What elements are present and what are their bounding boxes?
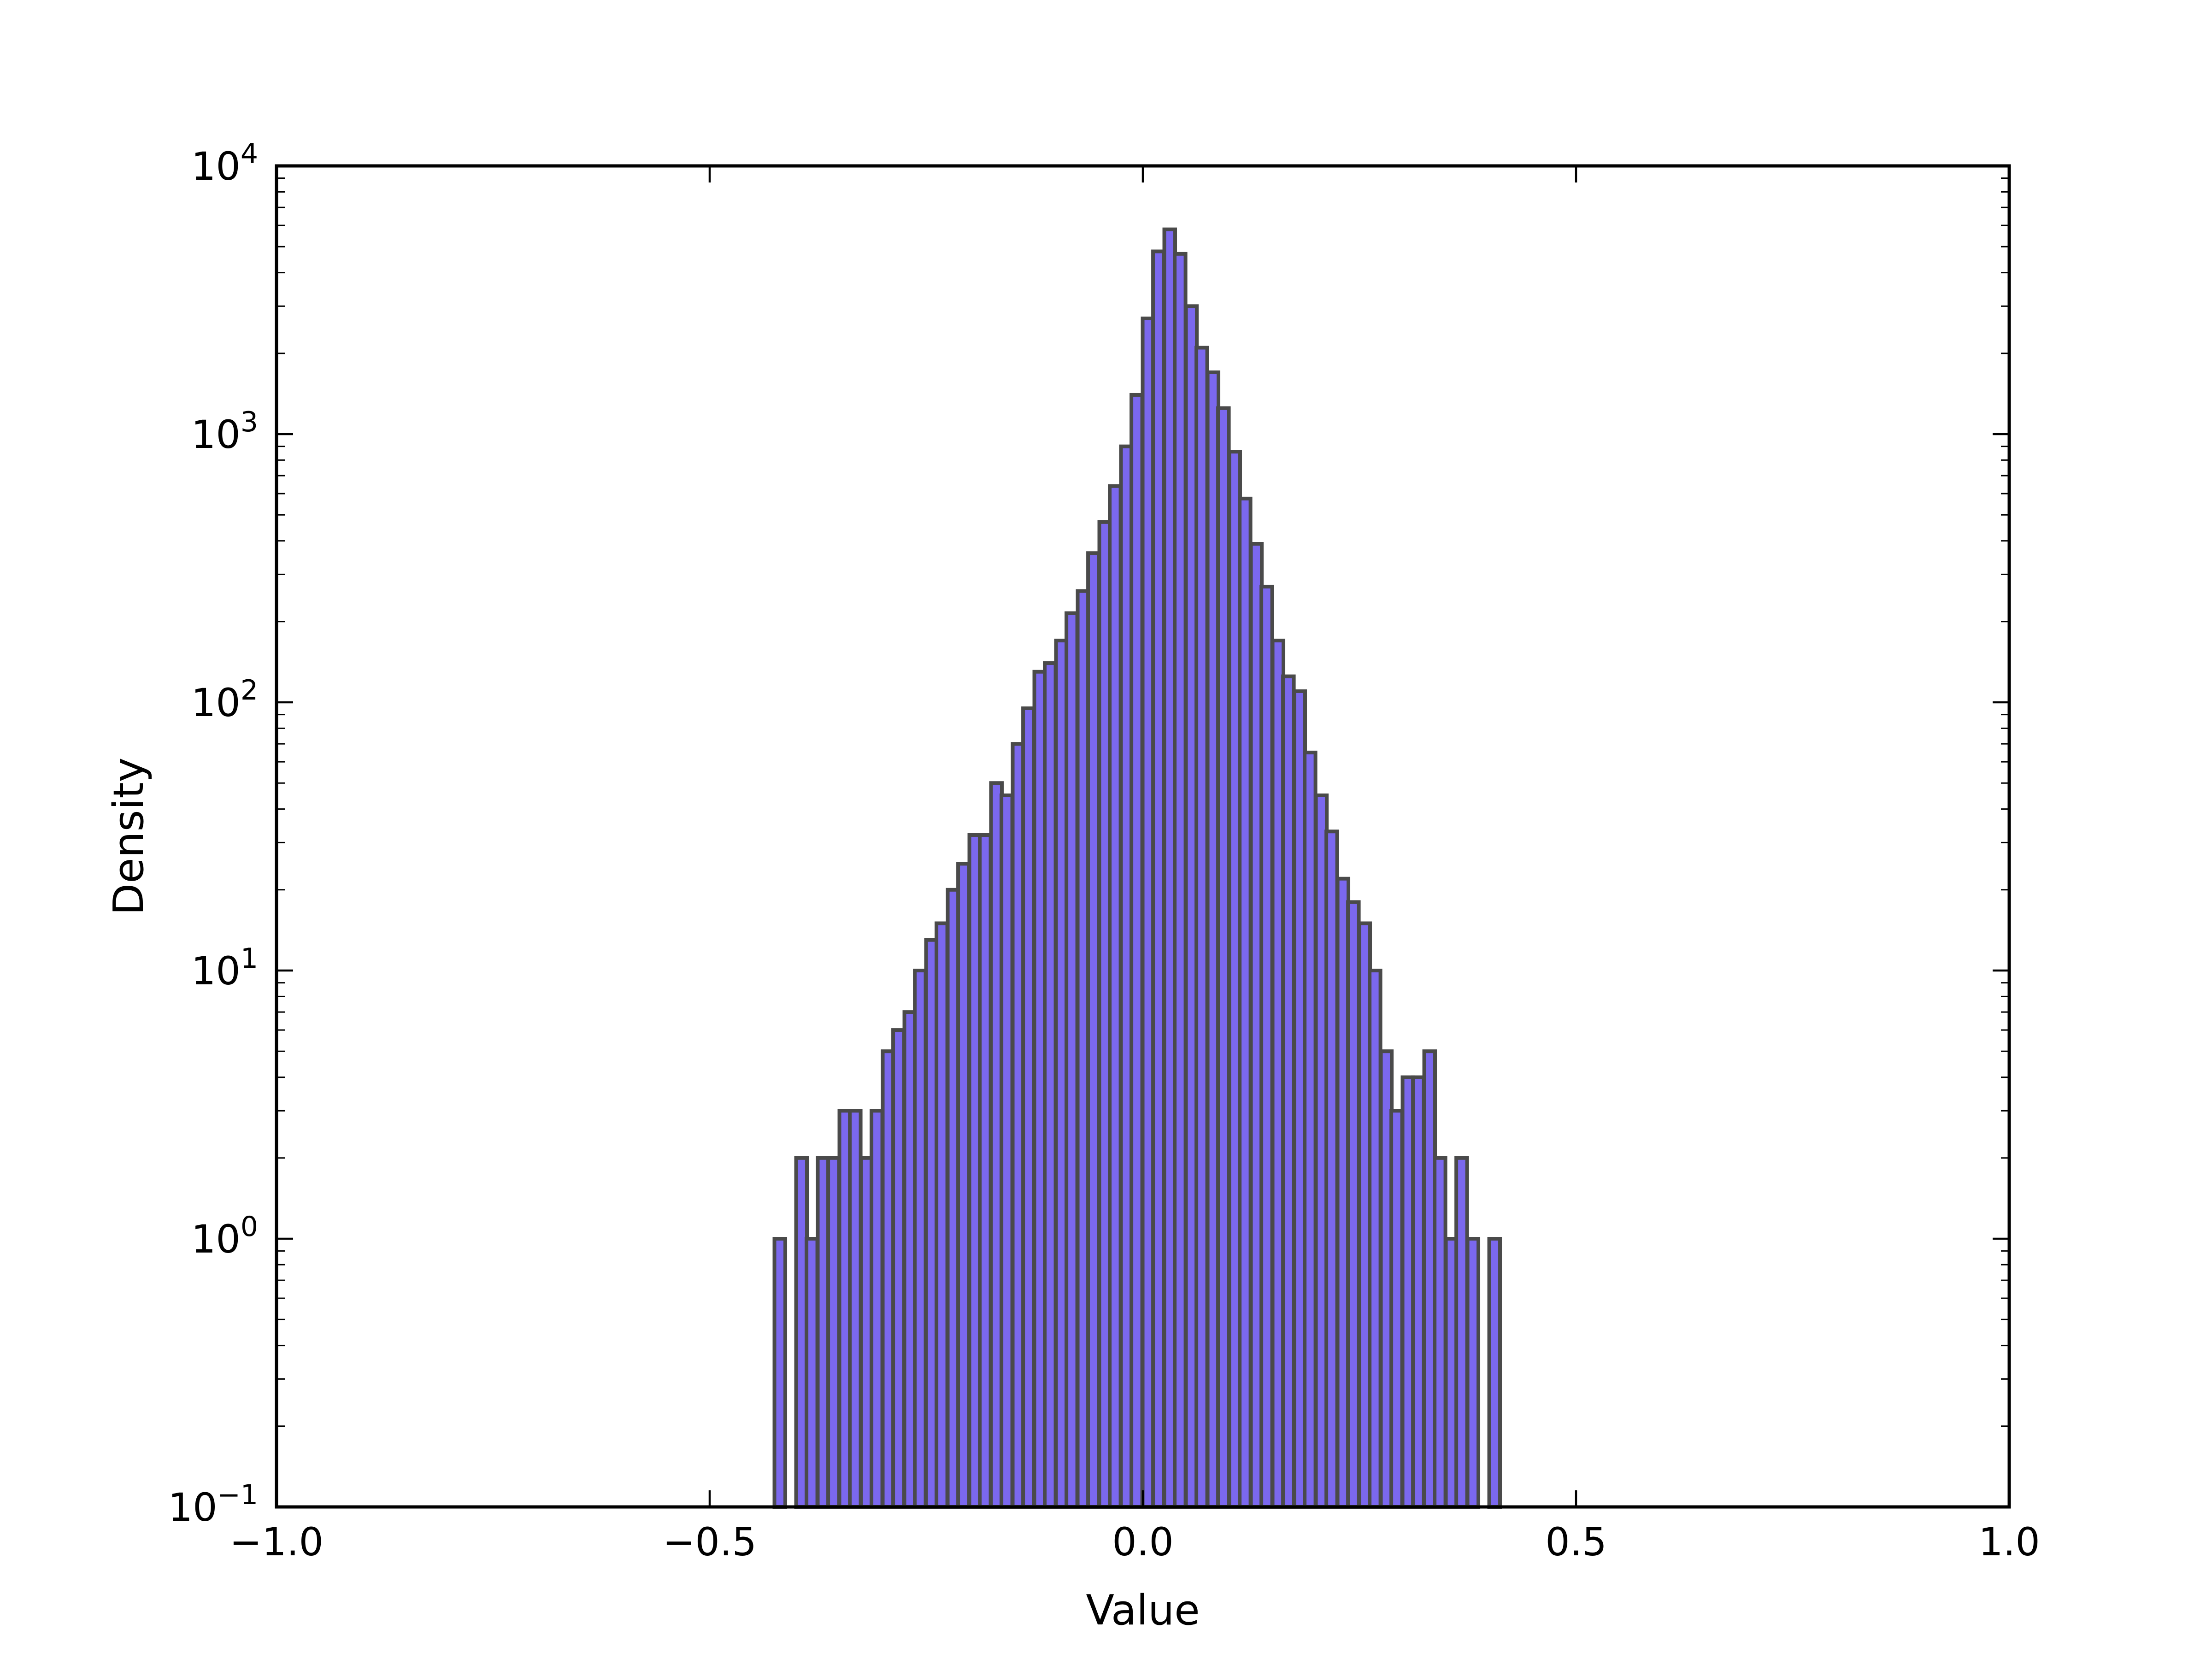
- y-tick-label: 10−1: [168, 1479, 258, 1530]
- x-tick-labels: −1.0 −0.5 0.0 0.5 1.0: [229, 1519, 2040, 1565]
- histogram-bar: [913, 969, 928, 1509]
- histogram-bar: [1043, 661, 1058, 1509]
- histogram-bar: [1151, 249, 1166, 1509]
- y-tick-label: 100: [191, 1211, 258, 1262]
- histogram-bar: [956, 862, 971, 1509]
- histogram-bar: [1238, 496, 1253, 1509]
- y-axis-title: Density: [105, 758, 153, 915]
- histogram-bar: [1086, 551, 1101, 1509]
- plot-frame: [275, 164, 2011, 1509]
- histogram-bar: [1411, 1075, 1426, 1509]
- histogram-bar: [1324, 830, 1339, 1509]
- histogram-bar: [1487, 1237, 1502, 1509]
- y-tick-label: 102: [191, 674, 258, 725]
- histogram-bar: [935, 921, 949, 1509]
- x-tick-label: −0.5: [663, 1519, 757, 1565]
- y-tick-labels: 10−1 100 101 102 103 104: [168, 138, 258, 1530]
- histogram-bar: [891, 1028, 906, 1509]
- histogram-bar: [772, 1237, 788, 1509]
- x-tick-label: 1.0: [1978, 1519, 2040, 1565]
- histogram-bar: [978, 833, 993, 1509]
- x-tick-label: −1.0: [229, 1519, 324, 1565]
- histogram-bar: [1194, 346, 1209, 1509]
- histogram-bar: [826, 1156, 841, 1509]
- histogram-bar: [1303, 750, 1318, 1509]
- histogram-bar: [805, 1237, 819, 1509]
- histogram-bar: [1216, 406, 1231, 1509]
- histogram-bar: [1000, 793, 1014, 1509]
- histogram-bar: [1130, 393, 1144, 1509]
- histogram-bar: [848, 1109, 863, 1509]
- histogram-bar: [1346, 900, 1361, 1509]
- histogram-bar: [1021, 706, 1036, 1509]
- histogram-bar: [1259, 584, 1274, 1509]
- bar-group: [772, 227, 1502, 1509]
- y-tick-label: 101: [191, 942, 258, 994]
- histogram-bar: [1065, 611, 1079, 1509]
- histogram-bar: [1433, 1156, 1447, 1509]
- histogram-bar: [1108, 484, 1123, 1509]
- histogram-bar: [1454, 1156, 1469, 1509]
- histogram-bar: [870, 1109, 884, 1509]
- x-tick-label: 0.0: [1112, 1519, 1174, 1565]
- y-tick-label: 104: [191, 138, 258, 189]
- x-axis-title: Value: [1086, 1586, 1200, 1635]
- histogram-bar: [1173, 252, 1188, 1509]
- histogram-bar: [1368, 969, 1382, 1509]
- histogram-bar: [1465, 1237, 1481, 1509]
- histogram-bar: [1389, 1109, 1404, 1509]
- x-tick-label: 0.5: [1545, 1519, 1607, 1565]
- y-tick-label: 103: [191, 406, 258, 457]
- histogram-bar: [1281, 674, 1296, 1509]
